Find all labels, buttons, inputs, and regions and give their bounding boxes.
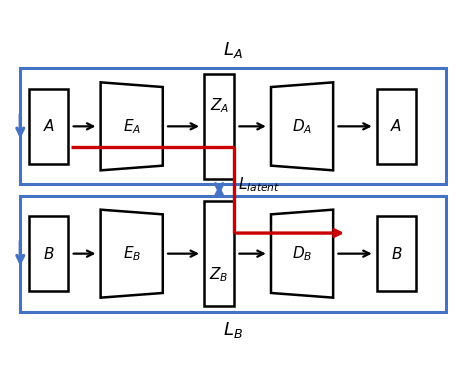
Text: $L_{latent}$: $L_{latent}$ <box>238 175 280 194</box>
Bar <box>29 89 69 164</box>
Text: $L_A$: $L_A$ <box>223 40 243 60</box>
Polygon shape <box>271 210 333 298</box>
Bar <box>29 216 69 291</box>
Text: $L_B$: $L_B$ <box>223 320 243 340</box>
Text: $D_A$: $D_A$ <box>292 117 312 136</box>
Text: $Z_A$: $Z_A$ <box>210 97 229 115</box>
Text: $A$: $A$ <box>43 118 55 135</box>
Text: $B$: $B$ <box>391 245 402 262</box>
Bar <box>204 201 234 306</box>
Bar <box>204 74 234 179</box>
Polygon shape <box>101 210 163 298</box>
Polygon shape <box>101 82 163 170</box>
Bar <box>377 216 416 291</box>
Text: $A$: $A$ <box>391 118 403 135</box>
Text: $D_B$: $D_B$ <box>292 244 312 263</box>
Bar <box>377 89 416 164</box>
Text: $E_A$: $E_A$ <box>123 117 141 136</box>
Text: $B$: $B$ <box>43 245 55 262</box>
Bar <box>21 196 445 312</box>
Text: $E_B$: $E_B$ <box>123 244 141 263</box>
Polygon shape <box>271 82 333 170</box>
Bar <box>21 68 445 184</box>
Text: $Z_B$: $Z_B$ <box>210 265 229 283</box>
